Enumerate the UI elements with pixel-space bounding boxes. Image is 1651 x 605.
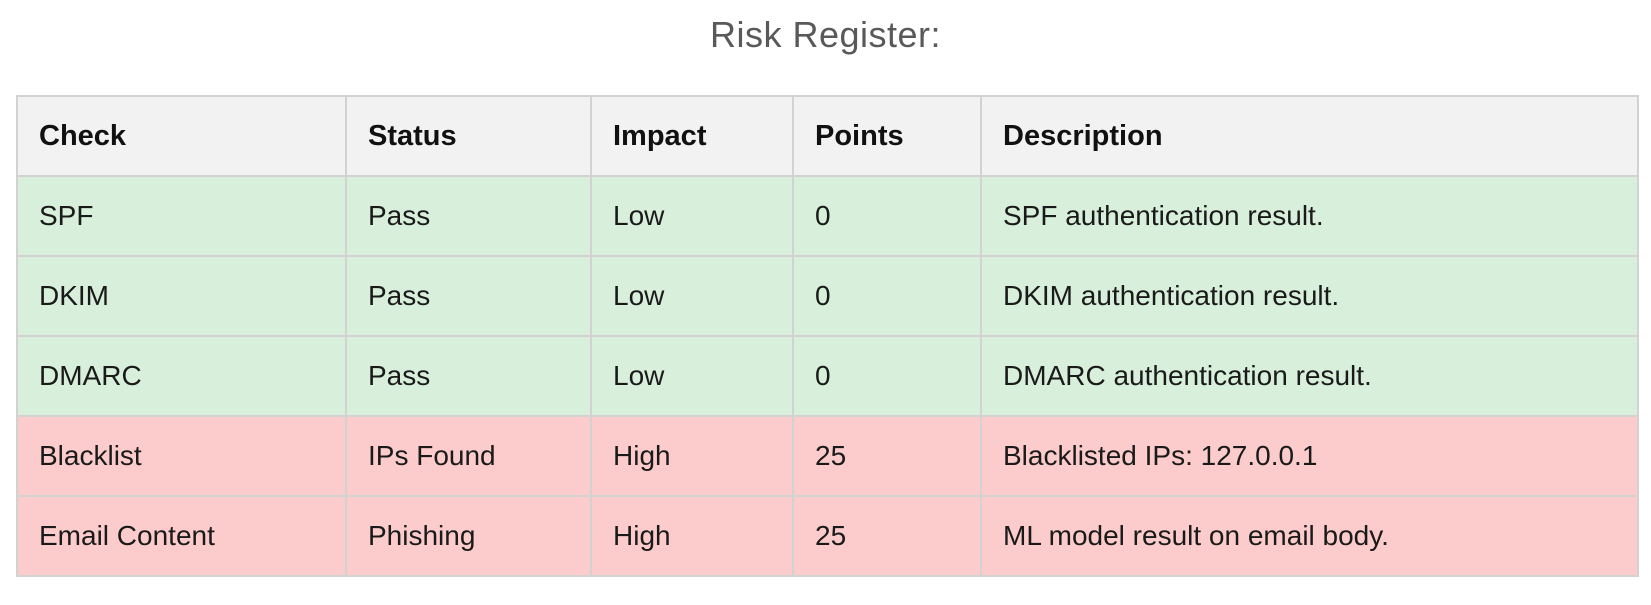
cell-check: SPF	[16, 175, 347, 257]
cell-description: DMARC authentication result.	[980, 335, 1639, 417]
column-header-points: Points	[792, 95, 982, 177]
cell-check: Email Content	[16, 495, 347, 577]
cell-impact: Low	[590, 335, 794, 417]
cell-impact: High	[590, 415, 794, 497]
cell-points: 0	[792, 255, 982, 337]
cell-status: Phishing	[345, 495, 592, 577]
cell-status: Pass	[345, 255, 592, 337]
cell-check: DMARC	[16, 335, 347, 417]
cell-description: ML model result on email body.	[980, 495, 1639, 577]
cell-points: 0	[792, 335, 982, 417]
table-row-spf: SPF Pass Low 0 SPF authentication result…	[16, 175, 1639, 257]
cell-points: 25	[792, 415, 982, 497]
table-row-email-content: Email Content Phishing High 25 ML model …	[16, 495, 1639, 577]
cell-description: Blacklisted IPs: 127.0.0.1	[980, 415, 1639, 497]
cell-status: IPs Found	[345, 415, 592, 497]
risk-register-table: Check Status Impact Points Description S…	[16, 95, 1639, 577]
cell-impact: Low	[590, 175, 794, 257]
column-header-description: Description	[980, 95, 1639, 177]
column-header-status: Status	[345, 95, 592, 177]
cell-points: 25	[792, 495, 982, 577]
column-header-check: Check	[16, 95, 347, 177]
cell-impact: High	[590, 495, 794, 577]
cell-check: Blacklist	[16, 415, 347, 497]
cell-impact: Low	[590, 255, 794, 337]
table-row-dmarc: DMARC Pass Low 0 DMARC authentication re…	[16, 335, 1639, 417]
table-header-row: Check Status Impact Points Description	[16, 95, 1639, 177]
cell-status: Pass	[345, 335, 592, 417]
column-header-impact: Impact	[590, 95, 794, 177]
cell-description: DKIM authentication result.	[980, 255, 1639, 337]
cell-check: DKIM	[16, 255, 347, 337]
table-row-blacklist: Blacklist IPs Found High 25 Blacklisted …	[16, 415, 1639, 497]
cell-points: 0	[792, 175, 982, 257]
page-title: Risk Register:	[709, 14, 942, 55]
cell-status: Pass	[345, 175, 592, 257]
cell-description: SPF authentication result.	[980, 175, 1639, 257]
table-row-dkim: DKIM Pass Low 0 DKIM authentication resu…	[16, 255, 1639, 337]
